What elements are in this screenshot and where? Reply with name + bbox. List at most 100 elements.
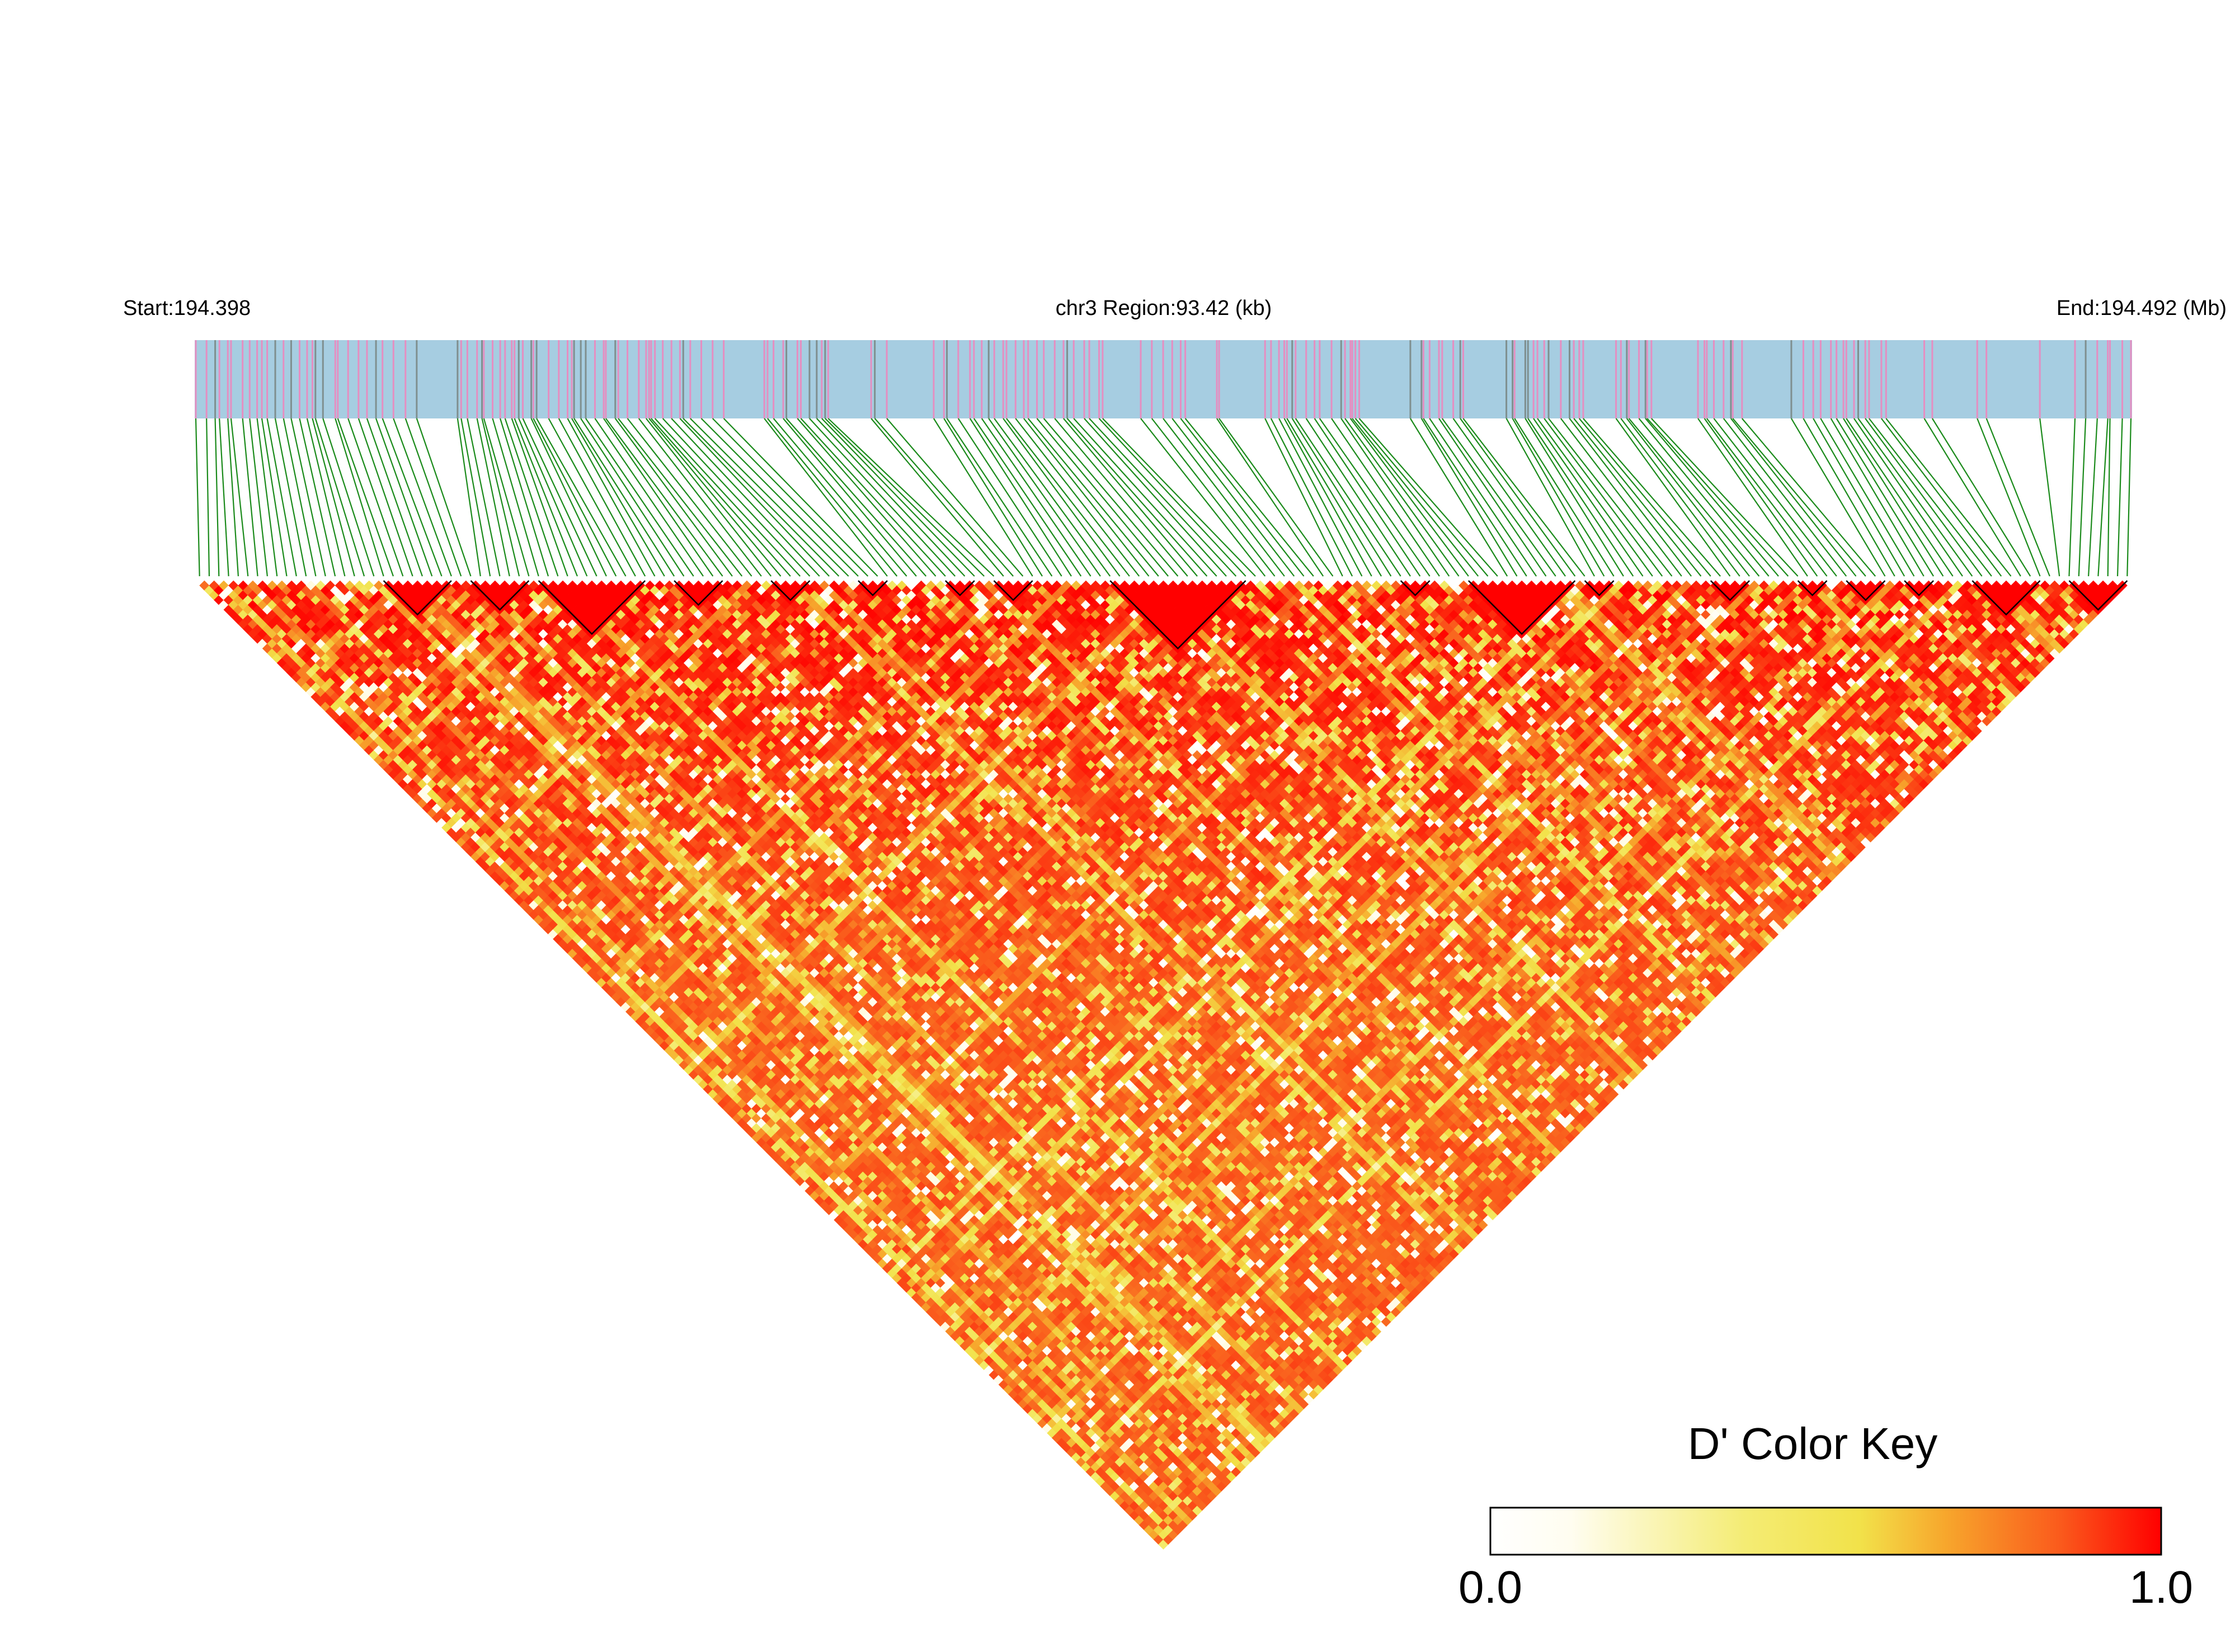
snp-connector-line bbox=[1548, 418, 1673, 577]
snp-connector-line bbox=[1098, 418, 1246, 577]
snp-connector-line bbox=[1573, 418, 1702, 577]
snp-connector-line bbox=[2116, 418, 2123, 577]
snp-connector-line bbox=[1512, 418, 1605, 577]
snp-connector-line bbox=[1073, 418, 1217, 577]
snp-connector-line bbox=[1931, 418, 2031, 577]
region-end-label: End:194.492 (Mb) bbox=[2057, 296, 2227, 320]
snp-connector-line bbox=[821, 418, 975, 577]
snp-connector-line bbox=[357, 418, 413, 577]
snp-connector-line bbox=[1723, 418, 1847, 577]
snp-connector-line bbox=[500, 418, 549, 577]
snp-connector-line bbox=[886, 418, 1024, 577]
snp-connector-line bbox=[404, 418, 462, 577]
snp-connector-line bbox=[1151, 418, 1276, 577]
snp-connector-line bbox=[662, 418, 811, 577]
snp-connector-line bbox=[1505, 418, 1595, 577]
snp-connector-line bbox=[1163, 418, 1285, 577]
snp-connector-line bbox=[375, 418, 433, 577]
snp-connector-line bbox=[1514, 418, 1615, 577]
snp-connector-line bbox=[1180, 418, 1305, 577]
snp-connector-line bbox=[483, 418, 530, 577]
snp-connector-line bbox=[322, 418, 375, 577]
snp-connector-line bbox=[1843, 418, 1944, 577]
snp-connector-line bbox=[312, 418, 355, 577]
snp-connector-line bbox=[1410, 418, 1508, 577]
snp-connector-line bbox=[1171, 418, 1295, 577]
snp-connector-line bbox=[605, 418, 723, 577]
snp-connector-line bbox=[871, 418, 1004, 577]
snp-connector-line bbox=[969, 418, 1072, 577]
snp-connector-line bbox=[1741, 418, 1876, 577]
snp-connector-line bbox=[460, 418, 491, 577]
snp-connector-line bbox=[679, 418, 830, 577]
snp-connector-line bbox=[299, 418, 336, 577]
snp-connector-line bbox=[522, 418, 597, 577]
snp-connector-line bbox=[1651, 418, 1799, 577]
snp-connector-line bbox=[2126, 418, 2132, 577]
snp-connector-line bbox=[533, 418, 617, 577]
snp-connector-line bbox=[690, 418, 849, 577]
snp-connector-line bbox=[219, 418, 229, 577]
snp-connector-line bbox=[1423, 418, 1527, 577]
snp-connector-line bbox=[1646, 418, 1789, 577]
snp-connector-line bbox=[988, 418, 1101, 577]
snp-connector-line bbox=[416, 418, 472, 577]
snp-connector-line bbox=[530, 418, 607, 577]
snp-connector-line bbox=[874, 418, 1014, 577]
snp-connector-line bbox=[1628, 418, 1760, 577]
snp-connector-line bbox=[1869, 418, 1992, 577]
snp-connector-line bbox=[492, 418, 539, 577]
snp-connector-line bbox=[585, 418, 694, 577]
snp-connector-line bbox=[504, 418, 559, 577]
snp-connector-line bbox=[785, 418, 927, 577]
snp-connector-line bbox=[1853, 418, 1963, 577]
snp-connector-line bbox=[2097, 418, 2109, 577]
snp-connector-line bbox=[256, 418, 278, 577]
snp-connector-line bbox=[1462, 418, 1585, 577]
snp-connector-line bbox=[1830, 418, 1925, 577]
snp-connector-line bbox=[1344, 418, 1460, 577]
snp-connector-line bbox=[1218, 418, 1334, 577]
snp-connector-line bbox=[816, 418, 966, 577]
snp-connector-line bbox=[1730, 418, 1857, 577]
snp-connector-line bbox=[548, 418, 636, 577]
snp-connector-line bbox=[1278, 418, 1363, 577]
snp-connector-line bbox=[2068, 418, 2076, 577]
snp-connector-line bbox=[518, 418, 588, 577]
snp-connector-line bbox=[206, 418, 210, 577]
snp-connector-line bbox=[1352, 418, 1479, 577]
snp-connector-line bbox=[1697, 418, 1808, 577]
snp-connector-line bbox=[1583, 418, 1721, 577]
snp-connector-line bbox=[1615, 418, 1731, 577]
snp-connector-line bbox=[1003, 418, 1121, 577]
snp-connector-line bbox=[1319, 418, 1431, 577]
snp-connector-line bbox=[1054, 418, 1188, 577]
snp-connector-line bbox=[671, 418, 820, 577]
snp-connector-line bbox=[1544, 418, 1663, 577]
snp-connector-lines bbox=[195, 418, 2132, 577]
snp-connector-line bbox=[1813, 418, 1905, 577]
snp-connector-line bbox=[467, 418, 501, 577]
snp-connector-line bbox=[1645, 418, 1779, 577]
snp-connector-line bbox=[1438, 418, 1547, 577]
snp-connector-line bbox=[809, 418, 956, 577]
snp-connector-line bbox=[1006, 418, 1130, 577]
snp-connector-line bbox=[1305, 418, 1411, 577]
snp-connector-line bbox=[943, 418, 1043, 577]
snp-connector-line bbox=[946, 418, 1053, 577]
snp-connector-line bbox=[337, 418, 394, 577]
snp-connector-line bbox=[227, 418, 239, 577]
snp-connector-line bbox=[335, 418, 384, 577]
snp-connector-line bbox=[1429, 418, 1537, 577]
snp-connector-line bbox=[1349, 418, 1469, 577]
snp-connector-line bbox=[261, 418, 288, 577]
snp-connector-line bbox=[1885, 418, 2012, 577]
snp-connector-line bbox=[1706, 418, 1828, 577]
snp-connector-line bbox=[536, 418, 627, 577]
snp-connector-line bbox=[1846, 418, 1954, 577]
snp-connector-line bbox=[1820, 418, 1915, 577]
snp-connector-line bbox=[1354, 418, 1489, 577]
snp-connector-line bbox=[1560, 418, 1682, 577]
snp-connector-line bbox=[382, 418, 443, 577]
